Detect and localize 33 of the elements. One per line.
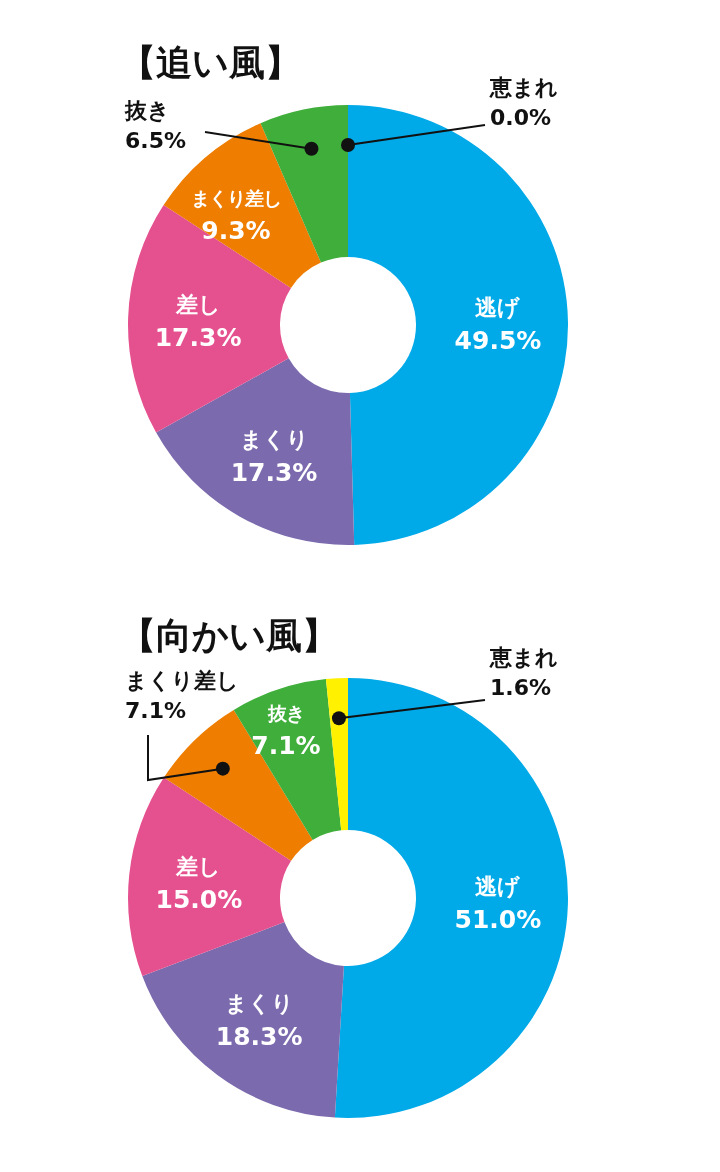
chart-title: 【向かい風】	[120, 615, 338, 656]
donut-slice	[348, 105, 568, 545]
slice-label: まくり差し	[125, 668, 239, 693]
slice-label: まくり差し	[191, 187, 281, 209]
slice-label: 抜き	[267, 702, 304, 724]
data-label: 6.5%	[125, 128, 187, 153]
data-label: 17.3%	[230, 458, 318, 488]
data-label: 15.0%	[155, 884, 243, 914]
donut-slice	[142, 922, 344, 1118]
donut-slice	[233, 679, 342, 840]
slice-label: 恵まれ	[489, 645, 558, 670]
category-label: 恵まれ	[490, 75, 558, 100]
donut-slice	[128, 777, 292, 977]
donut-slice	[156, 358, 355, 545]
data-label: 7.1%	[251, 731, 321, 760]
data-label: 49.5%	[454, 325, 542, 355]
slice-label: まくり	[224, 990, 294, 1016]
data-label: 17.3%	[154, 323, 242, 353]
data-label: 51.0%	[454, 905, 542, 935]
donut-slice	[334, 678, 568, 1118]
slice-label: まくり	[239, 427, 309, 453]
slice-label: 差し	[174, 292, 221, 318]
text: 0.0%	[490, 105, 552, 130]
chart-title: 【追い風】	[120, 42, 301, 83]
slice-label: 差し	[175, 853, 222, 879]
data-label: 9.3%	[201, 216, 271, 245]
slice-label: 抜き	[124, 98, 170, 123]
data-label: 7.1%	[125, 698, 187, 723]
slice-label: 逃げ	[475, 874, 521, 900]
data-label: 18.3%	[215, 1021, 303, 1051]
slice-label: 逃げ	[475, 294, 521, 320]
donut-slice	[325, 678, 348, 831]
data-label: 1.6%	[490, 675, 552, 700]
